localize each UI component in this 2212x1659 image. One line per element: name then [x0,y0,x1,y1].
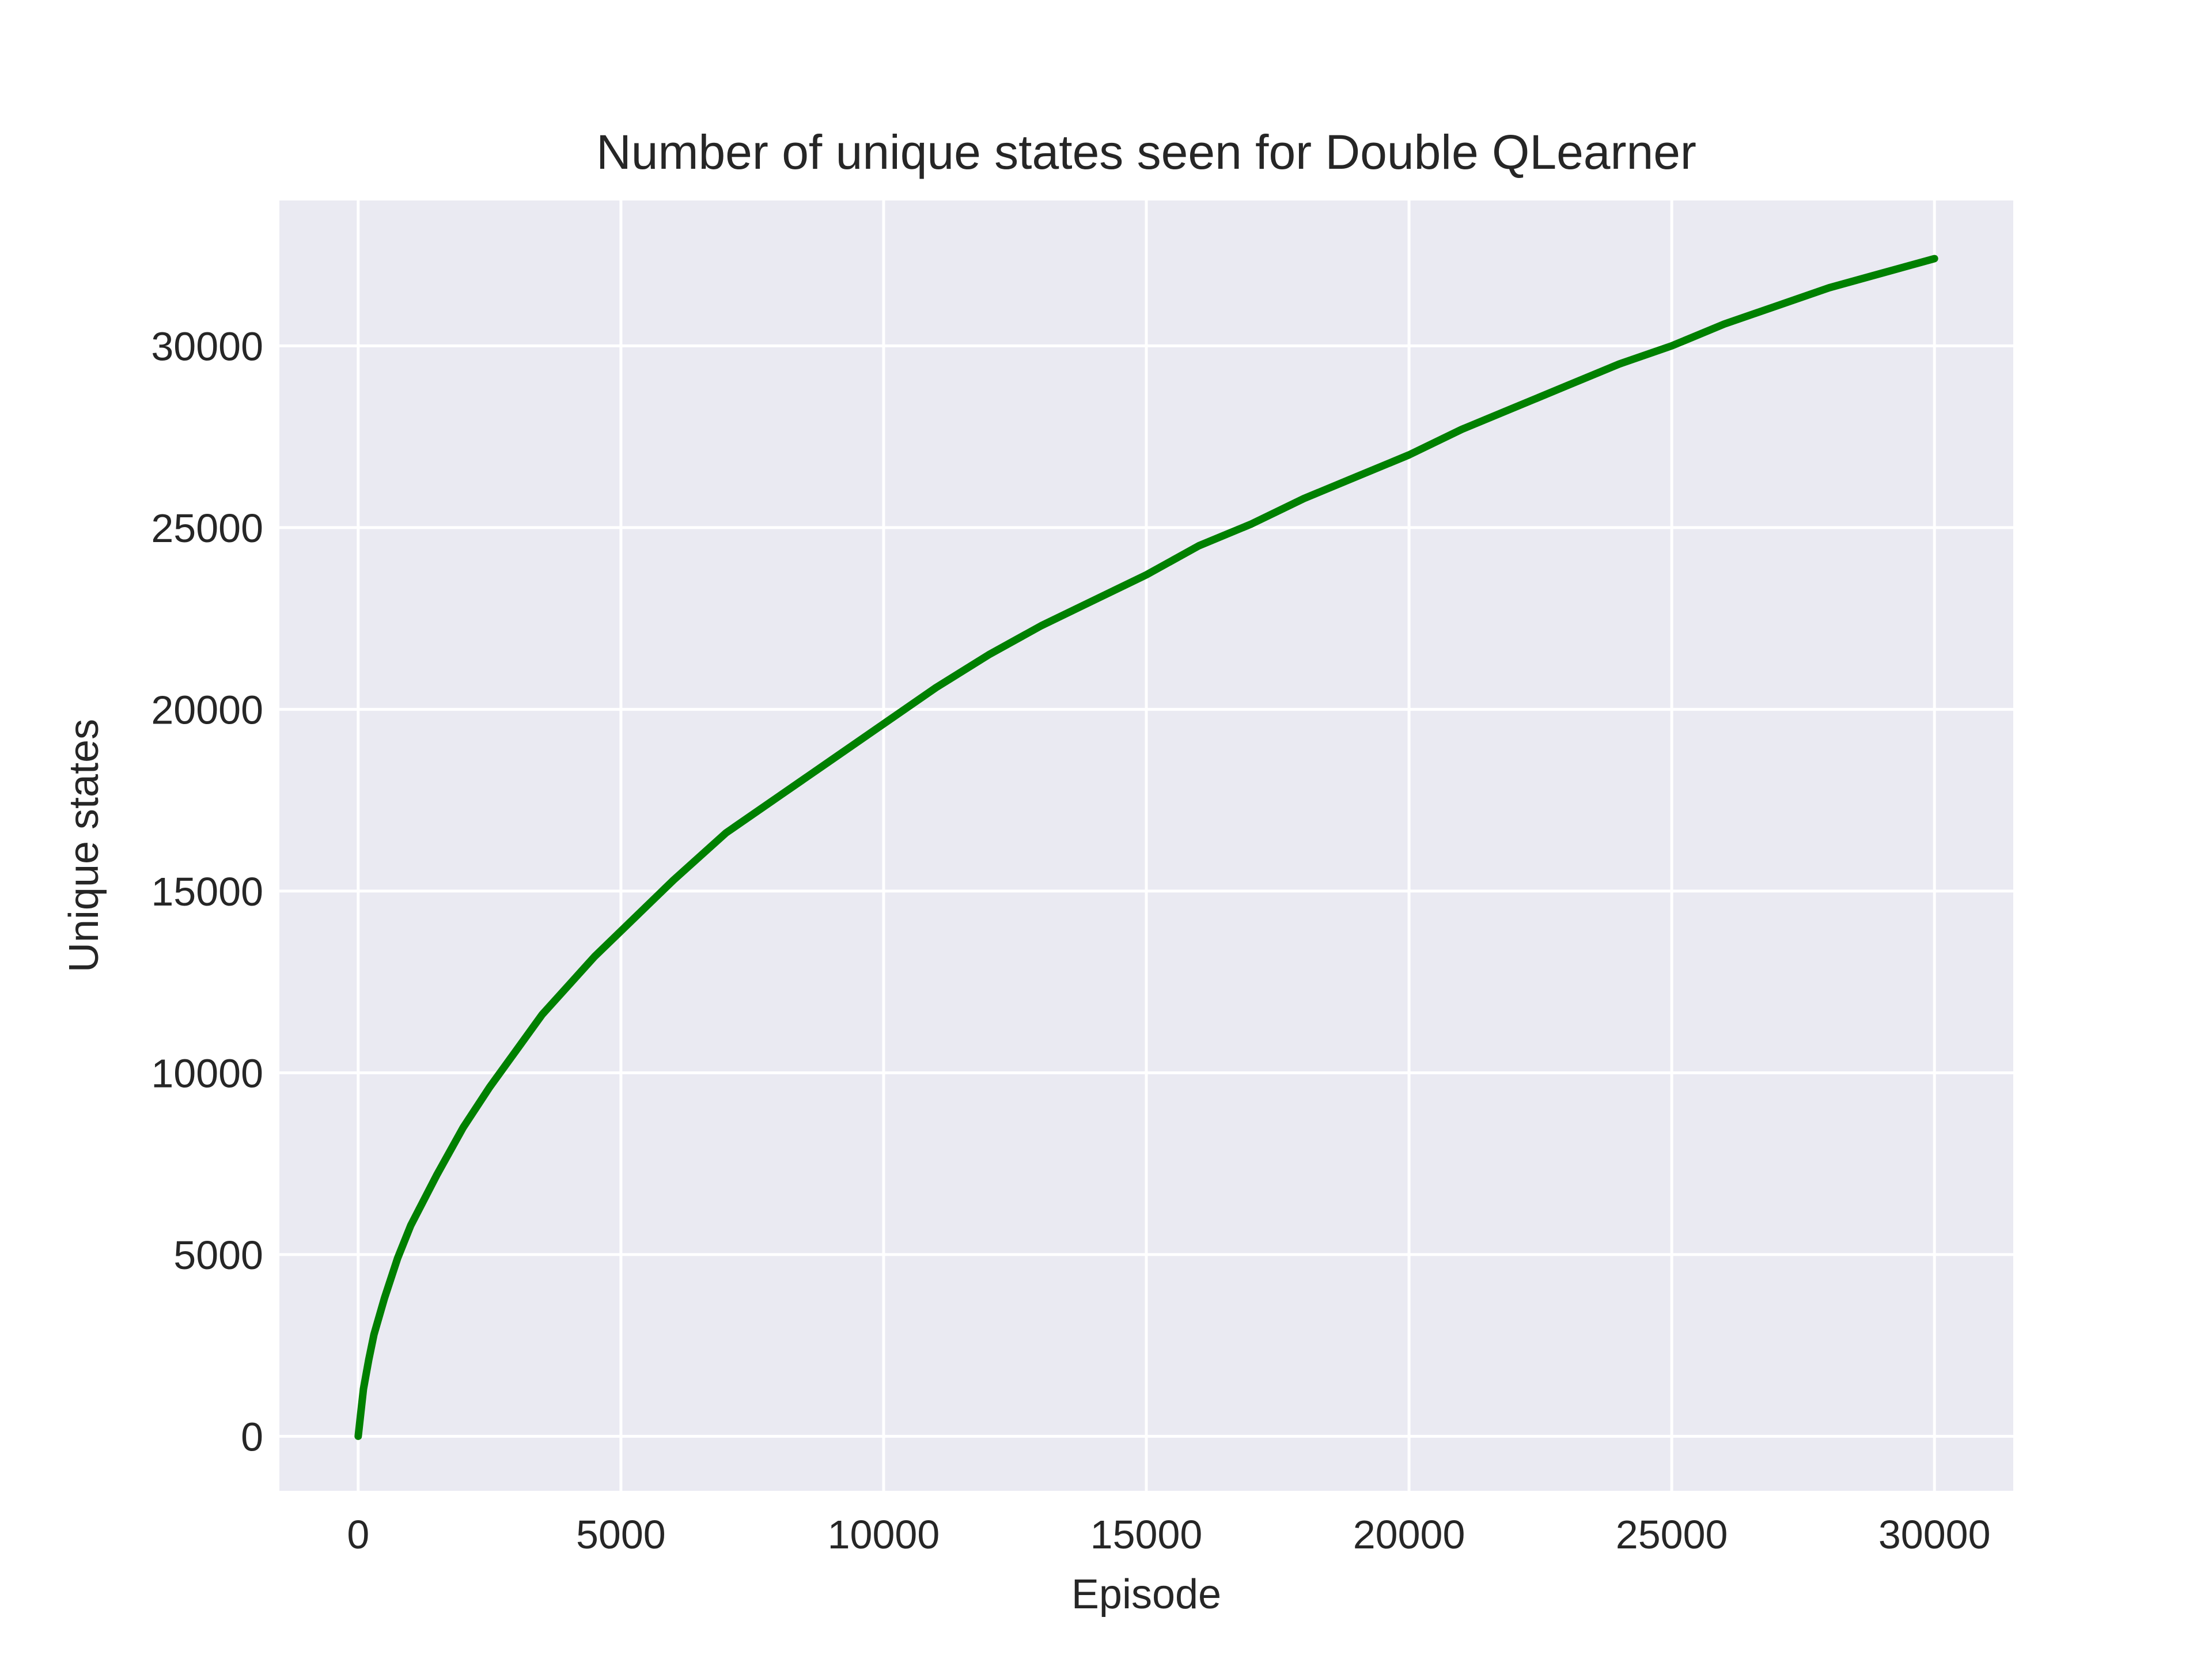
y-tick-label: 0 [241,1414,263,1459]
x-tick-label: 20000 [1353,1512,1465,1557]
y-tick-label: 20000 [151,687,263,732]
x-axis-label: Episode [1071,1571,1221,1618]
y-tick-label: 5000 [173,1233,263,1278]
series-layer [354,255,1938,1440]
x-tick-label: 15000 [1090,1512,1203,1557]
x-tick-label: 30000 [1878,1512,1991,1557]
x-tick-label: 10000 [828,1512,940,1557]
y-tick-label: 10000 [151,1051,263,1096]
grid-lines [279,200,2013,1491]
x-tick-label: 0 [347,1512,369,1557]
y-tick-label: 30000 [151,324,263,369]
x-tick-label: 5000 [576,1512,666,1557]
y-tick-label: 25000 [151,506,263,551]
x-tick-label: 25000 [1616,1512,1728,1557]
chart-title: Number of unique states seen for Double … [596,125,1696,179]
y-axis-label: Unique states [61,719,107,972]
tick-labels: 0 5000 10000 15000 20000 25000 30000 0 5000 10000… [151,324,1990,1557]
y-tick-label: 15000 [151,869,263,914]
series-line-0 [354,255,1938,1440]
